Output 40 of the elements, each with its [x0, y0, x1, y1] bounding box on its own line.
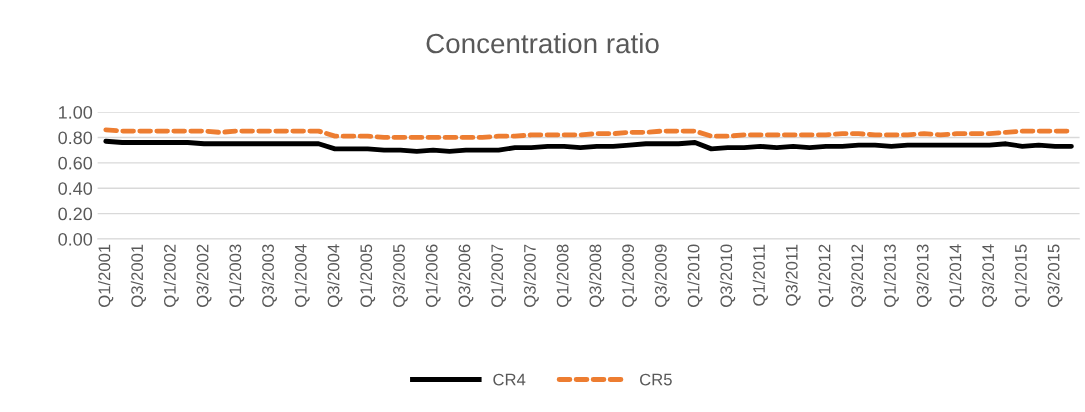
x-tick-label: Q1/2012 [818, 244, 834, 307]
y-tick-label: 0.40 [58, 182, 93, 195]
y-tick-label: 0.80 [58, 131, 93, 145]
x-tick-label: Q3/2008 [589, 244, 605, 307]
x-tick-label: Q1/2001 [98, 244, 114, 307]
x-tick-label: Q1/2007 [490, 244, 507, 307]
x-tick-label: Q1/2015 [1014, 244, 1030, 307]
x-tick-label: Q1/2005 [359, 244, 376, 307]
x-tick-label: Q3/2007 [523, 244, 539, 307]
x-tick-label: Q1/2008 [556, 244, 572, 307]
x-tick-label: Q3/2003 [261, 244, 277, 307]
x-tick-label: Q3/2002 [196, 244, 212, 307]
y-tick-label: 1.00 [59, 106, 93, 119]
x-tick-label: Q3/2009 [654, 244, 670, 307]
x-tick-label: Q1/2010 [687, 244, 703, 307]
x-tick-label: Q3/2011 [785, 244, 801, 306]
x-tick-label: Q3/2014 [981, 244, 998, 307]
x-tick-label: Q3/2004 [327, 244, 343, 307]
x-tick-label: Q1/2009 [621, 244, 637, 307]
y-tick-label: 0.00 [58, 232, 93, 246]
x-tick-label: Q3/2013 [916, 244, 932, 307]
x-tick-label: Q1/2002 [163, 244, 179, 307]
x-tick-label: Q1/2003 [228, 244, 245, 307]
x-tick-label: Q3/2001 [130, 244, 147, 307]
line-series [103, 138, 1074, 154]
x-tick-label: Q3/2012 [850, 244, 867, 307]
legend-label: CR5 [640, 373, 672, 386]
x-tick-label: Q1/2004 [294, 244, 310, 307]
x-tick-label: Q3/2006 [458, 244, 474, 307]
x-tick-label: Q1/2014 [949, 244, 965, 307]
x-tick-label: Q3/2015 [1047, 244, 1063, 307]
y-tick-label: 0.20 [58, 207, 93, 221]
x-tick-label: Q3/2005 [392, 244, 408, 307]
legend-label: CR4 [493, 373, 526, 386]
x-tick-label: Q1/2013 [883, 244, 899, 307]
x-tick-label: Q1/2006 [425, 244, 441, 307]
y-tick-label: 0.60 [58, 156, 93, 170]
chart-title: Concentration ratio [426, 32, 659, 54]
x-tick-label: Q1/2011 [752, 244, 768, 306]
x-tick-label: Q3/2010 [719, 244, 736, 307]
